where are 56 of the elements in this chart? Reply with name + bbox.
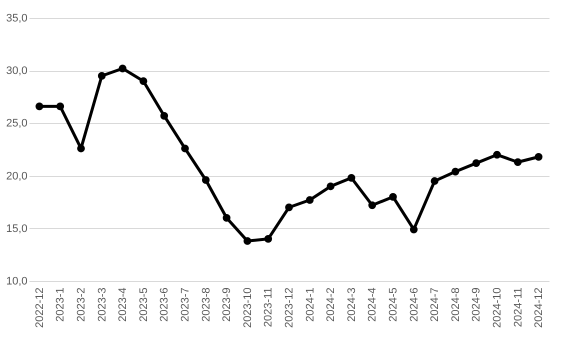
x-tick-label: 2024-9 — [470, 288, 483, 322]
x-tick-label: 2022-12 — [34, 288, 46, 328]
point — [222, 214, 230, 222]
y-tick-label: 20,0 — [6, 170, 28, 182]
x-tick-label: 2024-11 — [512, 288, 524, 328]
point — [493, 150, 501, 159]
point — [285, 203, 293, 212]
point — [389, 192, 397, 201]
point — [36, 102, 44, 110]
x-tick-label: 2024-6 — [408, 288, 420, 322]
point — [410, 226, 418, 234]
point — [348, 174, 356, 182]
x-tick-label: 2023-10 — [242, 288, 254, 328]
point — [77, 144, 85, 152]
x-tick-label: 2024-10 — [492, 288, 504, 328]
y-tick-label: 10,0 — [6, 276, 28, 288]
x-tick-label: 2023-12 — [284, 288, 296, 328]
x-tick-label: 2024-8 — [450, 288, 462, 322]
point — [160, 112, 168, 120]
point — [140, 77, 148, 85]
y-tick-label: 15,0 — [6, 222, 28, 235]
point — [264, 235, 272, 243]
y-tick-label: 30,0 — [6, 65, 28, 78]
x-tick-label: 2024-2 — [325, 288, 338, 322]
x-tick-label: 2023-4 — [117, 288, 130, 322]
point — [514, 158, 522, 166]
point — [452, 168, 460, 176]
point — [98, 72, 106, 80]
point — [430, 177, 438, 185]
x-tick-label: 2024-4 — [366, 288, 379, 322]
y-tick-label: 35,0 — [6, 12, 28, 24]
x-tick-label: 2024-3 — [346, 288, 358, 322]
x-tick-label: 2024-1 — [304, 288, 316, 322]
point — [244, 237, 252, 245]
point — [472, 159, 480, 168]
x-tick-label: 2023-11 — [262, 288, 275, 328]
x-tick-label: 2023-8 — [200, 288, 212, 322]
point — [118, 64, 126, 72]
x-tick-label: 2023-1 — [54, 288, 67, 322]
point — [56, 102, 64, 110]
y-tick-label: 25,0 — [6, 118, 28, 130]
point — [368, 201, 376, 210]
x-tick-label: 2024-7 — [429, 288, 442, 322]
x-tick-label: 2023-5 — [138, 288, 150, 322]
point — [534, 153, 542, 161]
x-tick-label: 2023-9 — [221, 288, 234, 322]
point — [306, 196, 314, 204]
x-tick-label: 2023-7 — [180, 288, 192, 322]
x-tick-label: 2023-3 — [96, 288, 108, 322]
x-tick-label: 2023-2 — [76, 288, 88, 322]
x-tick-label: 2023-6 — [158, 288, 171, 322]
point — [202, 176, 210, 184]
x-tick-label: 2024-12 — [533, 288, 546, 328]
point — [326, 182, 334, 190]
point — [181, 144, 189, 152]
x-tick-label: 2024-5 — [388, 288, 400, 322]
